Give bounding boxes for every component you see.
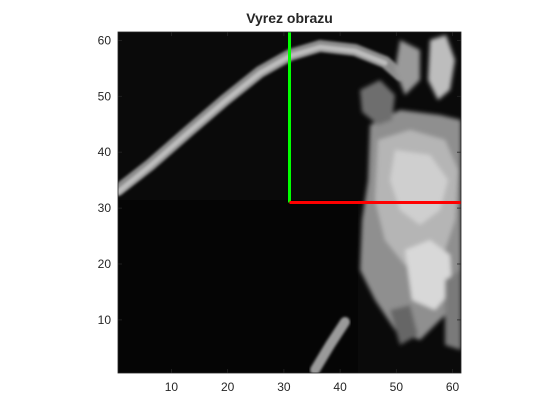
image-dark-region — [118, 200, 358, 373]
axes-box — [117, 31, 462, 374]
x-tick-label: 60 — [446, 380, 460, 394]
y-tick-label: 20 — [98, 257, 112, 271]
chart-title: Vyrez obrazu — [246, 10, 333, 26]
y-tick-label: 50 — [98, 89, 112, 103]
y-tick-label: 60 — [98, 33, 112, 47]
x-tick-label: 40 — [333, 380, 347, 394]
bright-mass — [360, 35, 461, 350]
x-axis: 10 20 30 40 50 60 — [165, 32, 460, 394]
x-tick-label: 10 — [165, 380, 179, 394]
y-tick-label: 30 — [98, 201, 112, 215]
y-tick-label: 40 — [98, 145, 112, 159]
x-tick-label: 50 — [390, 380, 404, 394]
x-tick-label: 30 — [277, 380, 291, 394]
bottom-streak — [310, 317, 350, 373]
image-plot — [118, 32, 461, 373]
diagonal-streak-core — [118, 44, 388, 195]
y-axis: 10 20 30 40 50 60 — [98, 33, 461, 327]
x-tick-label: 20 — [221, 380, 235, 394]
y-tick-label: 10 — [98, 313, 112, 327]
